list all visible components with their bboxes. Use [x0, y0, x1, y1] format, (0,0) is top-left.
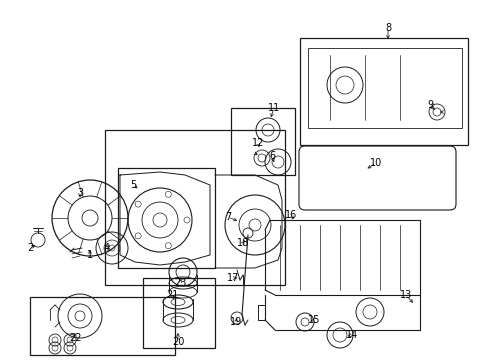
Text: 20: 20: [171, 337, 184, 347]
Text: 18: 18: [236, 238, 248, 248]
Bar: [118, 168, 215, 268]
Text: 10: 10: [369, 158, 381, 168]
Text: 5: 5: [130, 180, 136, 190]
Text: 3: 3: [77, 188, 83, 198]
Text: 15: 15: [307, 315, 320, 325]
Bar: [30, 297, 175, 355]
Text: 17: 17: [226, 273, 239, 283]
Bar: [142, 278, 215, 348]
Text: 4: 4: [104, 243, 110, 253]
Text: 21: 21: [165, 290, 178, 300]
Text: 8: 8: [384, 23, 390, 33]
Text: 19: 19: [229, 317, 242, 327]
Text: 16: 16: [285, 210, 297, 220]
Bar: [299, 38, 467, 145]
Text: 23: 23: [173, 278, 186, 288]
Text: 22: 22: [69, 333, 81, 343]
Text: 6: 6: [268, 151, 274, 161]
Text: 9: 9: [426, 100, 432, 110]
Bar: [230, 108, 294, 175]
Text: 11: 11: [267, 103, 280, 113]
Bar: [105, 130, 285, 285]
Text: 7: 7: [224, 212, 231, 222]
Text: 13: 13: [399, 290, 411, 300]
Text: 12: 12: [251, 138, 264, 148]
Text: 1: 1: [87, 250, 93, 260]
Text: 14: 14: [345, 330, 357, 340]
Text: 2: 2: [27, 243, 33, 253]
Bar: [307, 48, 461, 128]
